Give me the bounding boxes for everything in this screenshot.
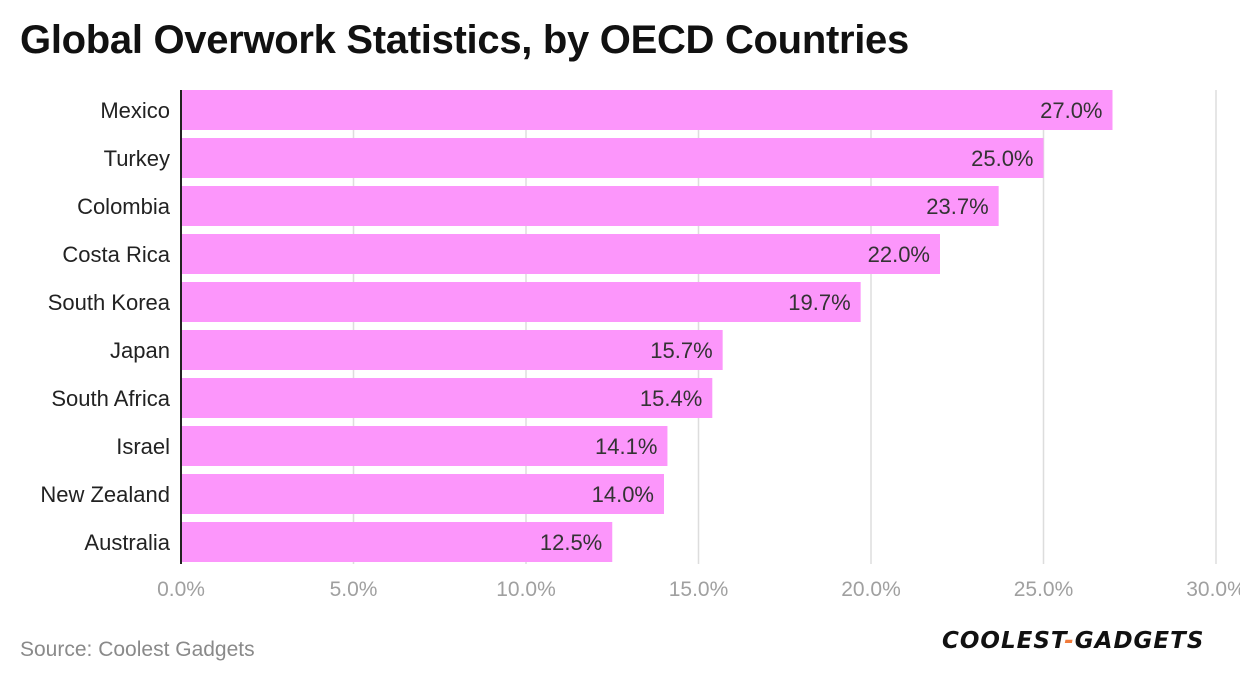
category-label: Costa Rica <box>62 242 170 267</box>
bar <box>181 138 1044 178</box>
bar-value-label: 19.7% <box>788 290 850 315</box>
x-tick-label: 30.0% <box>1186 578 1240 601</box>
category-label: Colombia <box>77 194 171 219</box>
category-label: New Zealand <box>40 482 170 507</box>
bar-value-label: 12.5% <box>540 530 602 555</box>
logo-text-coolest: COOLEST <box>942 628 1065 654</box>
bar-value-label: 14.0% <box>592 482 654 507</box>
brand-logo: COOLEST-GADGETS <box>942 628 1204 654</box>
bar <box>181 186 999 226</box>
source-note: Source: Coolest Gadgets <box>20 638 255 661</box>
x-tick-label: 0.0% <box>157 578 205 601</box>
category-label: Japan <box>110 338 170 363</box>
chart-title: Global Overwork Statistics, by OECD Coun… <box>20 18 909 62</box>
category-label: South Africa <box>51 386 170 411</box>
bar <box>181 330 723 370</box>
category-label: South Korea <box>48 290 171 315</box>
bar <box>181 378 713 418</box>
bar <box>181 90 1113 130</box>
bar <box>181 426 668 466</box>
x-tick-label: 25.0% <box>1014 578 1074 601</box>
bars <box>181 90 1113 562</box>
logo-dash: - <box>1064 628 1075 654</box>
value-labels: 27.0% 25.0% 23.7% 22.0% 19.7% 15.7% 15.4% 14.1%… <box>540 98 1103 555</box>
bar-value-label: 15.4% <box>640 386 702 411</box>
category-label: Israel <box>116 434 170 459</box>
x-tick-label: 10.0% <box>496 578 556 601</box>
bar <box>181 234 940 274</box>
category-label: Mexico <box>100 98 170 123</box>
bar-value-label: 23.7% <box>926 194 988 219</box>
bar-value-label: 27.0% <box>1040 98 1102 123</box>
category-label: Turkey <box>104 146 170 171</box>
category-label: Australia <box>84 530 170 555</box>
bar <box>181 522 613 562</box>
category-labels: Mexico Turkey Colombia Costa Rica South Kore… <box>40 98 170 555</box>
x-tick-label: 20.0% <box>841 578 901 601</box>
bar <box>181 474 664 514</box>
bar-value-label: 25.0% <box>971 146 1033 171</box>
bar <box>181 282 861 322</box>
x-axis-tick-labels: 0.0% 5.0% 10.0% 15.0% 20.0% 25.0% 30.0% <box>157 578 1240 601</box>
bar-value-label: 14.1% <box>595 434 657 459</box>
x-tick-label: 15.0% <box>669 578 729 601</box>
logo-text-gadgets: GADGETS <box>1074 628 1205 654</box>
x-tick-label: 5.0% <box>330 578 378 601</box>
bar-value-label: 22.0% <box>868 242 930 267</box>
bar-value-label: 15.7% <box>650 338 712 363</box>
